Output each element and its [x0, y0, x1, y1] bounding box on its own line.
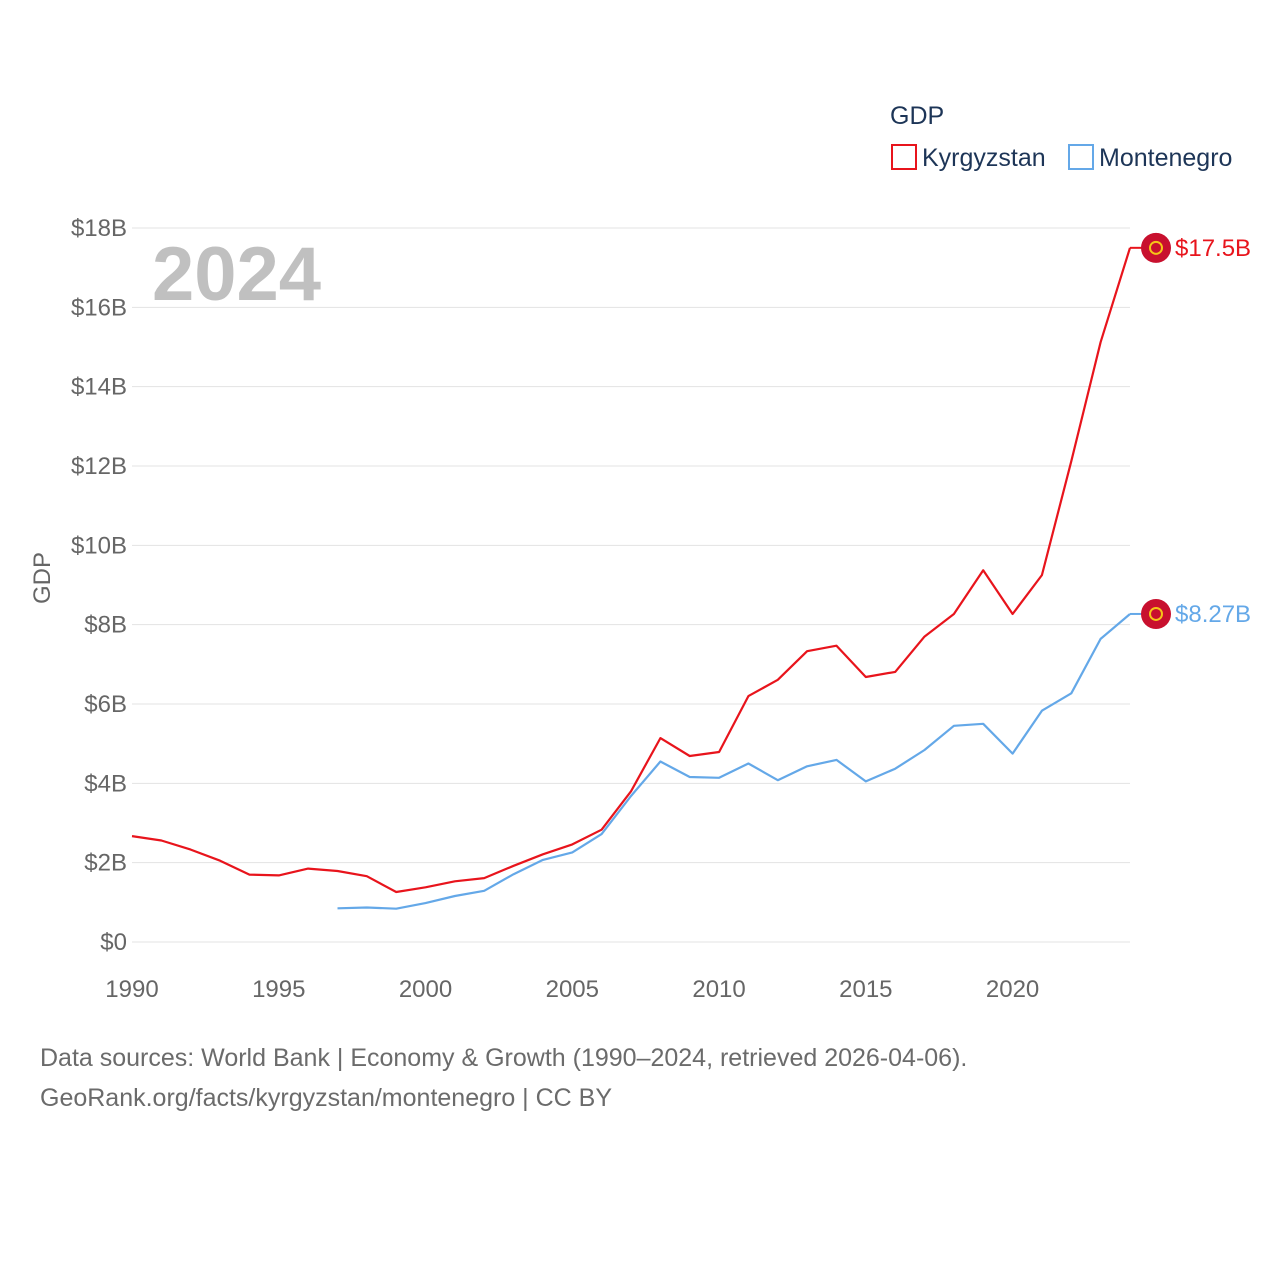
- legend-label-kyrgyzstan: Kyrgyzstan: [922, 144, 1046, 172]
- x-axis-ticks: 1990 1995 2000 2005 2010 2015 2020: [105, 976, 1039, 1003]
- y-tick-label: $4B: [84, 770, 127, 797]
- y-axis-ticks: $0 $2B $4B $6B $8B $10B $12B $14B $16B $18B: [71, 215, 127, 956]
- caption-url: GeoRank.org/facts/kyrgyzstan/montenegro …: [40, 1084, 613, 1112]
- legend-title: GDP: [890, 102, 944, 130]
- y-axis-label: GDP: [29, 552, 56, 604]
- series-lines: [131, 247, 1132, 910]
- y-tick-label: $18B: [71, 215, 127, 242]
- flag-emblem-icon: [1149, 606, 1163, 621]
- y-tick-label: $16B: [71, 294, 127, 321]
- flag-icon-kyrgyzstan: [1141, 232, 1171, 263]
- y-tick-label: $2B: [84, 850, 127, 877]
- year-watermark: 2024: [152, 232, 321, 317]
- grid-lines: [132, 227, 1130, 943]
- series-line-montenegro: [337, 613, 1131, 910]
- legend-swatch-montenegro: [1068, 144, 1094, 170]
- flag-icon-montenegro: [1141, 598, 1171, 629]
- legend-swatch-kyrgyzstan: [891, 144, 917, 170]
- x-tick-label: 2020: [986, 976, 1039, 1003]
- series-line-kyrgyzstan: [131, 247, 1132, 894]
- x-tick-label: 2000: [399, 976, 452, 1003]
- x-tick-label: 1990: [105, 976, 158, 1003]
- x-tick-label: 2005: [546, 976, 599, 1003]
- end-markers: $17.5B $8.27B: [1130, 232, 1251, 629]
- end-value-label-kyrgyzstan: $17.5B: [1175, 235, 1251, 262]
- x-tick-label: 2010: [692, 976, 745, 1003]
- flag-emblem-icon: [1149, 240, 1163, 255]
- y-tick-label: $14B: [71, 374, 127, 401]
- x-tick-label: 1995: [252, 976, 305, 1003]
- caption-sources: Data sources: World Bank | Economy & Gro…: [40, 1044, 968, 1072]
- legend-label-montenegro: Montenegro: [1099, 144, 1232, 172]
- end-value-label-montenegro: $8.27B: [1175, 601, 1251, 628]
- y-tick-label: $12B: [71, 453, 127, 480]
- legend: GDP Kyrgyzstan Montenegro: [890, 102, 1232, 172]
- x-tick-label: 2015: [839, 976, 892, 1003]
- y-tick-label: $10B: [71, 532, 127, 559]
- y-tick-label: $6B: [84, 691, 127, 718]
- y-tick-label: $0: [100, 929, 127, 956]
- y-tick-label: $8B: [84, 612, 127, 639]
